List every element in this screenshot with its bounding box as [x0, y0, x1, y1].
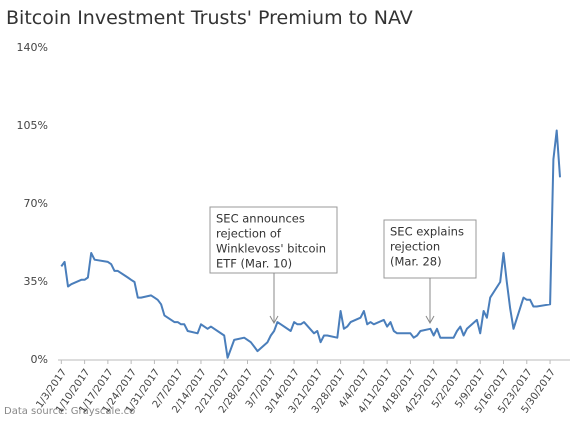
y-tick-label: 0% [31, 353, 48, 366]
y-tick-label: 105% [17, 119, 48, 132]
annotation-arrowhead [425, 315, 435, 325]
y-tick-label: 140% [17, 41, 48, 54]
data-line [60, 129, 561, 359]
chart-title: Bitcoin Investment Trusts' Premium to NA… [6, 7, 413, 29]
annotation-arrowhead [269, 315, 279, 325]
annotation-text: rejection [390, 240, 440, 254]
source-note: Data source: Grayscale.co [4, 406, 135, 417]
y-tick-label: 70% [24, 197, 48, 210]
annotation-text: Winklevoss' bitcoin [216, 242, 326, 256]
annotation-text: ETF (Mar. 10) [216, 257, 292, 271]
y-tick-label: 35% [24, 275, 48, 288]
annotation-text: SEC explains [390, 225, 464, 239]
annotation-box [383, 219, 477, 279]
annotation-box [209, 206, 338, 274]
annotation-text: (Mar. 28) [390, 255, 442, 269]
annotation-text: rejection of [216, 227, 282, 241]
annotation-text: SEC announces [216, 212, 305, 226]
